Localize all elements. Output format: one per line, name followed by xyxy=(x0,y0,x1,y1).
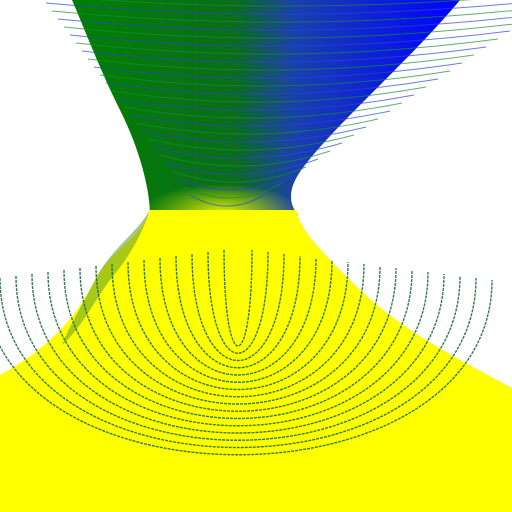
lower-contour xyxy=(127,261,349,391)
lower-contour xyxy=(191,253,285,362)
lower-contour xyxy=(95,265,381,405)
upper-contour xyxy=(105,78,439,95)
upper-contour xyxy=(45,2,512,15)
upper-contour xyxy=(183,182,283,199)
lower-contour xyxy=(175,255,301,369)
upper-contour xyxy=(75,38,499,55)
upper-contour xyxy=(159,150,331,167)
lower-contour xyxy=(111,263,365,398)
upper-contour xyxy=(117,94,415,111)
lower-contour xyxy=(207,251,269,354)
upper-contour xyxy=(189,190,271,207)
upper-contour xyxy=(141,126,367,143)
upper-contour xyxy=(171,166,307,183)
upper-contour xyxy=(51,10,512,23)
lower-contour xyxy=(31,273,445,434)
contour-lines xyxy=(0,0,512,456)
upper-contour xyxy=(63,23,512,39)
lower-contour xyxy=(0,279,493,456)
upper-contour xyxy=(96,0,473,7)
lower-contour xyxy=(79,267,397,412)
lower-contour xyxy=(47,271,429,427)
upper-surface-sheet xyxy=(72,0,460,215)
upper-contour xyxy=(87,54,475,71)
lower-contour xyxy=(223,249,253,347)
lower-contour xyxy=(0,277,477,449)
upper-contour xyxy=(147,134,355,151)
upper-contour xyxy=(57,16,512,31)
upper-contour xyxy=(69,30,511,47)
upper-contour xyxy=(99,70,451,87)
lower-contour xyxy=(15,275,461,441)
upper-contour xyxy=(93,62,463,79)
lower-surface-sheet xyxy=(0,210,512,512)
upper-contour xyxy=(165,158,319,175)
upper-contour xyxy=(135,118,379,135)
lower-contour xyxy=(143,259,333,383)
upper-contour xyxy=(123,102,403,119)
neck-blend xyxy=(142,184,302,240)
upper-contour xyxy=(81,46,487,63)
upper-contour xyxy=(129,110,391,127)
lower-contour xyxy=(159,257,317,376)
lower-contour xyxy=(63,269,413,420)
lower-left-edge-shading xyxy=(62,210,150,345)
upper-contour xyxy=(177,174,295,191)
upper-contour xyxy=(153,142,343,159)
upper-contour xyxy=(111,86,427,103)
